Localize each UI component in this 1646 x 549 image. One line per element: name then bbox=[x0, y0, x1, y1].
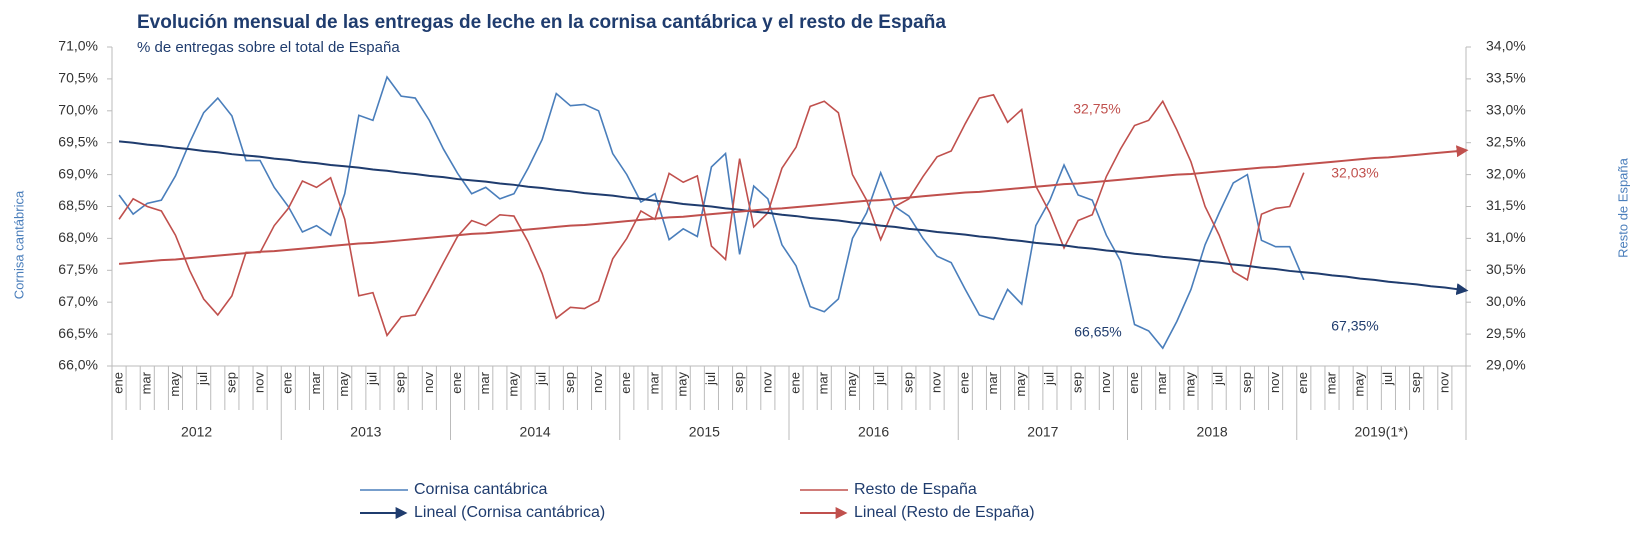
y-tick-label: 68,5% bbox=[58, 197, 98, 213]
annotation: 66,65% bbox=[1074, 324, 1121, 340]
x-tick-label: sep bbox=[731, 372, 746, 393]
y-tick-label: 69,0% bbox=[58, 165, 98, 181]
x-tick-label: may bbox=[675, 372, 690, 397]
x-tick-label: nov bbox=[1267, 372, 1282, 393]
y-tick-label: 70,5% bbox=[58, 70, 98, 86]
group-label: 2018 bbox=[1197, 424, 1228, 440]
trend-line bbox=[118, 140, 1469, 296]
x-tick-label: jul bbox=[872, 372, 887, 386]
x-tick-label: nov bbox=[1098, 372, 1113, 393]
y2-tick-label: 29,5% bbox=[1486, 325, 1526, 341]
series-line bbox=[118, 93, 1305, 338]
x-tick-label: ene bbox=[787, 372, 802, 394]
x-tick-label: sep bbox=[1408, 372, 1423, 393]
chart-subtitle: % de entregas sobre el total de España bbox=[137, 39, 400, 56]
y2-tick-label: 31,0% bbox=[1486, 229, 1526, 245]
legend-label: Cornisa cantábrica bbox=[414, 481, 548, 498]
x-tick-label: sep bbox=[900, 372, 915, 393]
y-tick-label: 66,0% bbox=[58, 357, 98, 373]
x-tick-label: jul bbox=[364, 372, 379, 386]
y2-tick-label: 34,0% bbox=[1486, 38, 1526, 54]
x-tick-label: mar bbox=[139, 371, 154, 394]
x-tick-label: ene bbox=[1295, 372, 1310, 394]
legend-label: Lineal (Resto de España) bbox=[854, 504, 1035, 521]
x-tick-label: mar bbox=[1154, 371, 1169, 394]
x-tick-label: nov bbox=[252, 372, 267, 393]
group-label: 2012 bbox=[181, 424, 212, 440]
y2-tick-label: 32,5% bbox=[1486, 133, 1526, 149]
x-tick-label: jul bbox=[1211, 372, 1226, 386]
x-tick-label: may bbox=[844, 372, 859, 397]
y2-tick-label: 33,5% bbox=[1486, 70, 1526, 86]
y2-tick-label: 31,5% bbox=[1486, 197, 1526, 213]
group-label: 2016 bbox=[858, 424, 889, 440]
y2-tick-label: 30,5% bbox=[1486, 261, 1526, 277]
x-tick-label: ene bbox=[618, 372, 633, 394]
x-tick-label: mar bbox=[985, 371, 1000, 394]
legend-label: Lineal (Cornisa cantábrica) bbox=[414, 504, 605, 521]
x-tick-label: sep bbox=[1239, 372, 1254, 393]
y-tick-label: 68,0% bbox=[58, 229, 98, 245]
x-tick-label: nov bbox=[421, 372, 436, 393]
group-label: 2017 bbox=[1027, 424, 1058, 440]
y2-axis-title: Resto de España bbox=[1615, 157, 1630, 258]
x-tick-label: jul bbox=[195, 372, 210, 386]
x-tick-label: ene bbox=[110, 372, 125, 394]
x-tick-label: mar bbox=[477, 371, 492, 394]
annotation: 32,75% bbox=[1073, 101, 1120, 117]
annotation: 32,03% bbox=[1331, 165, 1378, 181]
x-tick-label: nov bbox=[759, 372, 774, 393]
trend-line bbox=[118, 145, 1469, 265]
y-tick-label: 71,0% bbox=[58, 38, 98, 54]
y-tick-label: 70,0% bbox=[58, 102, 98, 118]
x-tick-label: ene bbox=[449, 372, 464, 394]
series-line bbox=[118, 75, 1305, 350]
y-tick-label: 69,5% bbox=[58, 133, 98, 149]
x-tick-label: nov bbox=[590, 372, 605, 393]
y-axis-title: Cornisa cantábrica bbox=[11, 190, 26, 299]
y-tick-label: 66,5% bbox=[58, 325, 98, 341]
x-tick-label: mar bbox=[308, 371, 323, 394]
x-tick-label: sep bbox=[562, 372, 577, 393]
chart-title: Evolución mensual de las entregas de lec… bbox=[137, 12, 946, 33]
x-tick-label: may bbox=[505, 372, 520, 397]
x-tick-label: may bbox=[1182, 372, 1197, 397]
x-tick-label: jul bbox=[703, 372, 718, 386]
y-tick-label: 67,0% bbox=[58, 293, 98, 309]
x-tick-label: ene bbox=[1126, 372, 1141, 394]
x-tick-label: jul bbox=[1380, 372, 1395, 386]
x-tick-label: ene bbox=[280, 372, 295, 394]
x-tick-label: jul bbox=[1041, 372, 1056, 386]
x-tick-label: may bbox=[336, 372, 351, 397]
y-tick-label: 67,5% bbox=[58, 261, 98, 277]
x-tick-label: mar bbox=[816, 371, 831, 394]
x-tick-label: sep bbox=[393, 372, 408, 393]
y2-tick-label: 29,0% bbox=[1486, 357, 1526, 373]
y2-tick-label: 32,0% bbox=[1486, 165, 1526, 181]
x-tick-label: sep bbox=[223, 372, 238, 393]
y2-tick-label: 30,0% bbox=[1486, 293, 1526, 309]
x-tick-label: mar bbox=[1323, 371, 1338, 394]
x-tick-label: may bbox=[1013, 372, 1028, 397]
x-tick-label: nov bbox=[929, 372, 944, 393]
group-label: 2019(1*) bbox=[1355, 424, 1409, 440]
group-label: 2013 bbox=[350, 424, 381, 440]
x-tick-label: mar bbox=[646, 371, 661, 394]
x-tick-label: jul bbox=[534, 372, 549, 386]
x-tick-label: ene bbox=[957, 372, 972, 394]
y2-tick-label: 33,0% bbox=[1486, 102, 1526, 118]
legend-label: Resto de España bbox=[854, 481, 977, 498]
annotation: 67,35% bbox=[1331, 318, 1378, 334]
x-tick-label: sep bbox=[1070, 372, 1085, 393]
group-label: 2014 bbox=[520, 424, 551, 440]
x-tick-label: nov bbox=[1436, 372, 1451, 393]
x-tick-label: may bbox=[167, 372, 182, 397]
x-tick-label: may bbox=[1352, 372, 1367, 397]
group-label: 2015 bbox=[689, 424, 720, 440]
